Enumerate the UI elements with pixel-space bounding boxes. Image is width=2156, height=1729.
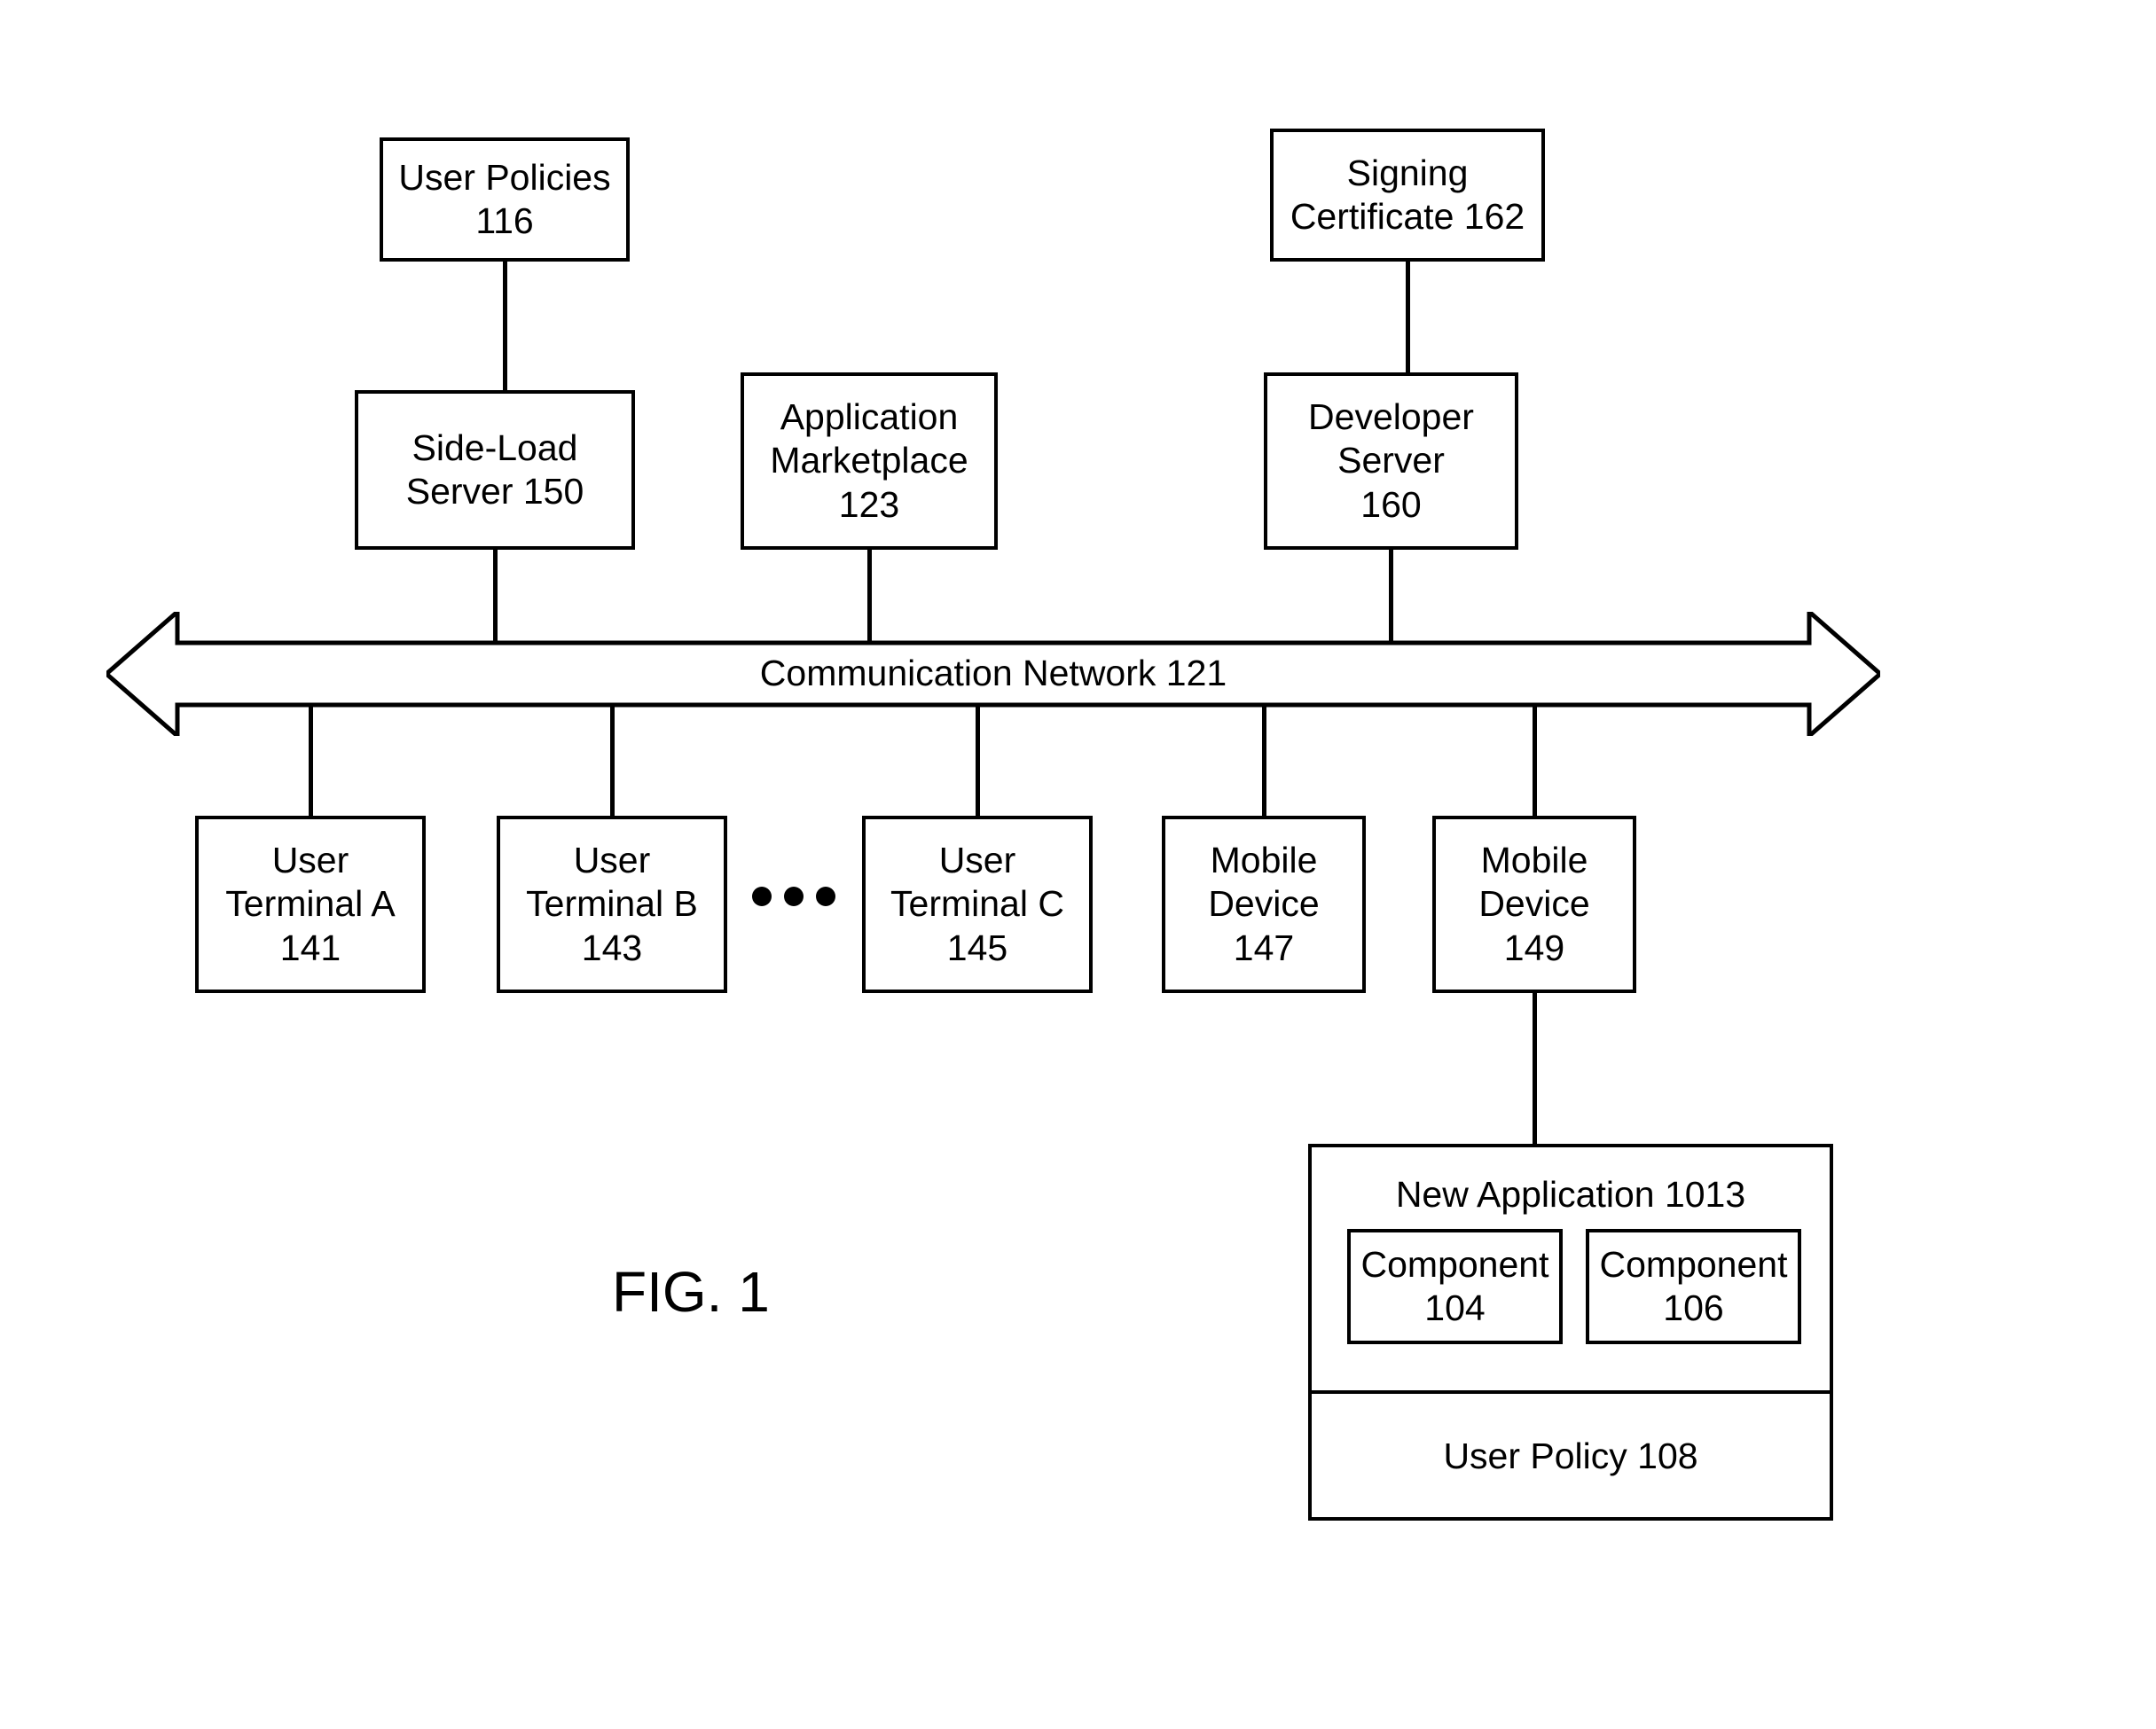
signing_cert: SigningCertificate 162 [1270,129,1545,262]
mobile_147-text: Mobile [1211,839,1318,882]
side_load-text: Server 150 [406,470,584,513]
user_term_b-text: User [574,839,651,882]
app_market-text: Application [780,395,959,439]
mobile_147: MobileDevice147 [1162,816,1366,993]
dev_server-text: 160 [1360,483,1421,527]
mobile_149-text: Mobile [1481,839,1588,882]
mobile_149: MobileDevice149 [1432,816,1636,993]
dev_server: DeveloperServer160 [1264,372,1518,550]
user_term_a-text: User [272,839,349,882]
connector [309,705,313,816]
connector [1533,705,1537,816]
user_term_c-text: User [939,839,1016,882]
side_load-text: Side-Load [412,426,578,470]
user_term_b-text: 143 [582,927,642,970]
new-application-container: New Application 1013 Component104Componen… [1308,1144,1833,1521]
user_term_a-text: 141 [280,927,341,970]
app_market: ApplicationMarketplace123 [741,372,998,550]
user_term_c-text: 145 [947,927,1007,970]
component-2: Component106 [1586,1229,1801,1344]
connector [867,550,872,643]
connector [1389,550,1393,643]
user_policies-text: User Policies [398,156,610,200]
ellipsis-icon [752,887,835,906]
user_term_c: UserTerminal C145 [862,816,1093,993]
user_term_c-text: Terminal C [890,882,1064,926]
dev_server-text: Server [1337,439,1445,482]
connector [1406,262,1410,372]
connector [1262,705,1266,816]
bus-label: Communication Network 121 [745,653,1242,694]
new-application-title: New Application 1013 [1312,1174,1830,1216]
signing_cert-text: Signing [1347,152,1469,195]
mobile_149-text: Device [1478,882,1589,926]
user-policy-label: User Policy 108 [1312,1436,1830,1477]
user_policies-text: 116 [475,200,533,243]
user_term_b-text: Terminal B [526,882,698,926]
connector [493,550,498,643]
signing_cert-text: Certificate 162 [1290,195,1525,239]
connector [1533,993,1537,1144]
user_policies: User Policies116 [380,137,630,262]
app-divider [1312,1390,1830,1394]
user_term_a: UserTerminal A141 [195,816,426,993]
mobile_147-text: 147 [1234,927,1294,970]
figure-label: FIG. 1 [612,1259,770,1325]
component-1: Component104 [1347,1229,1563,1344]
mobile_149-text: 149 [1504,927,1564,970]
side_load: Side-LoadServer 150 [355,390,635,550]
user_term_b: UserTerminal B143 [497,816,727,993]
dev_server-text: Developer [1308,395,1474,439]
connector [610,705,615,816]
app_market-text: Marketplace [770,439,968,482]
app_market-text: 123 [839,483,899,527]
user_term_a-text: Terminal A [225,882,395,926]
mobile_147-text: Device [1208,882,1319,926]
connector [976,705,980,816]
connector [503,262,507,390]
